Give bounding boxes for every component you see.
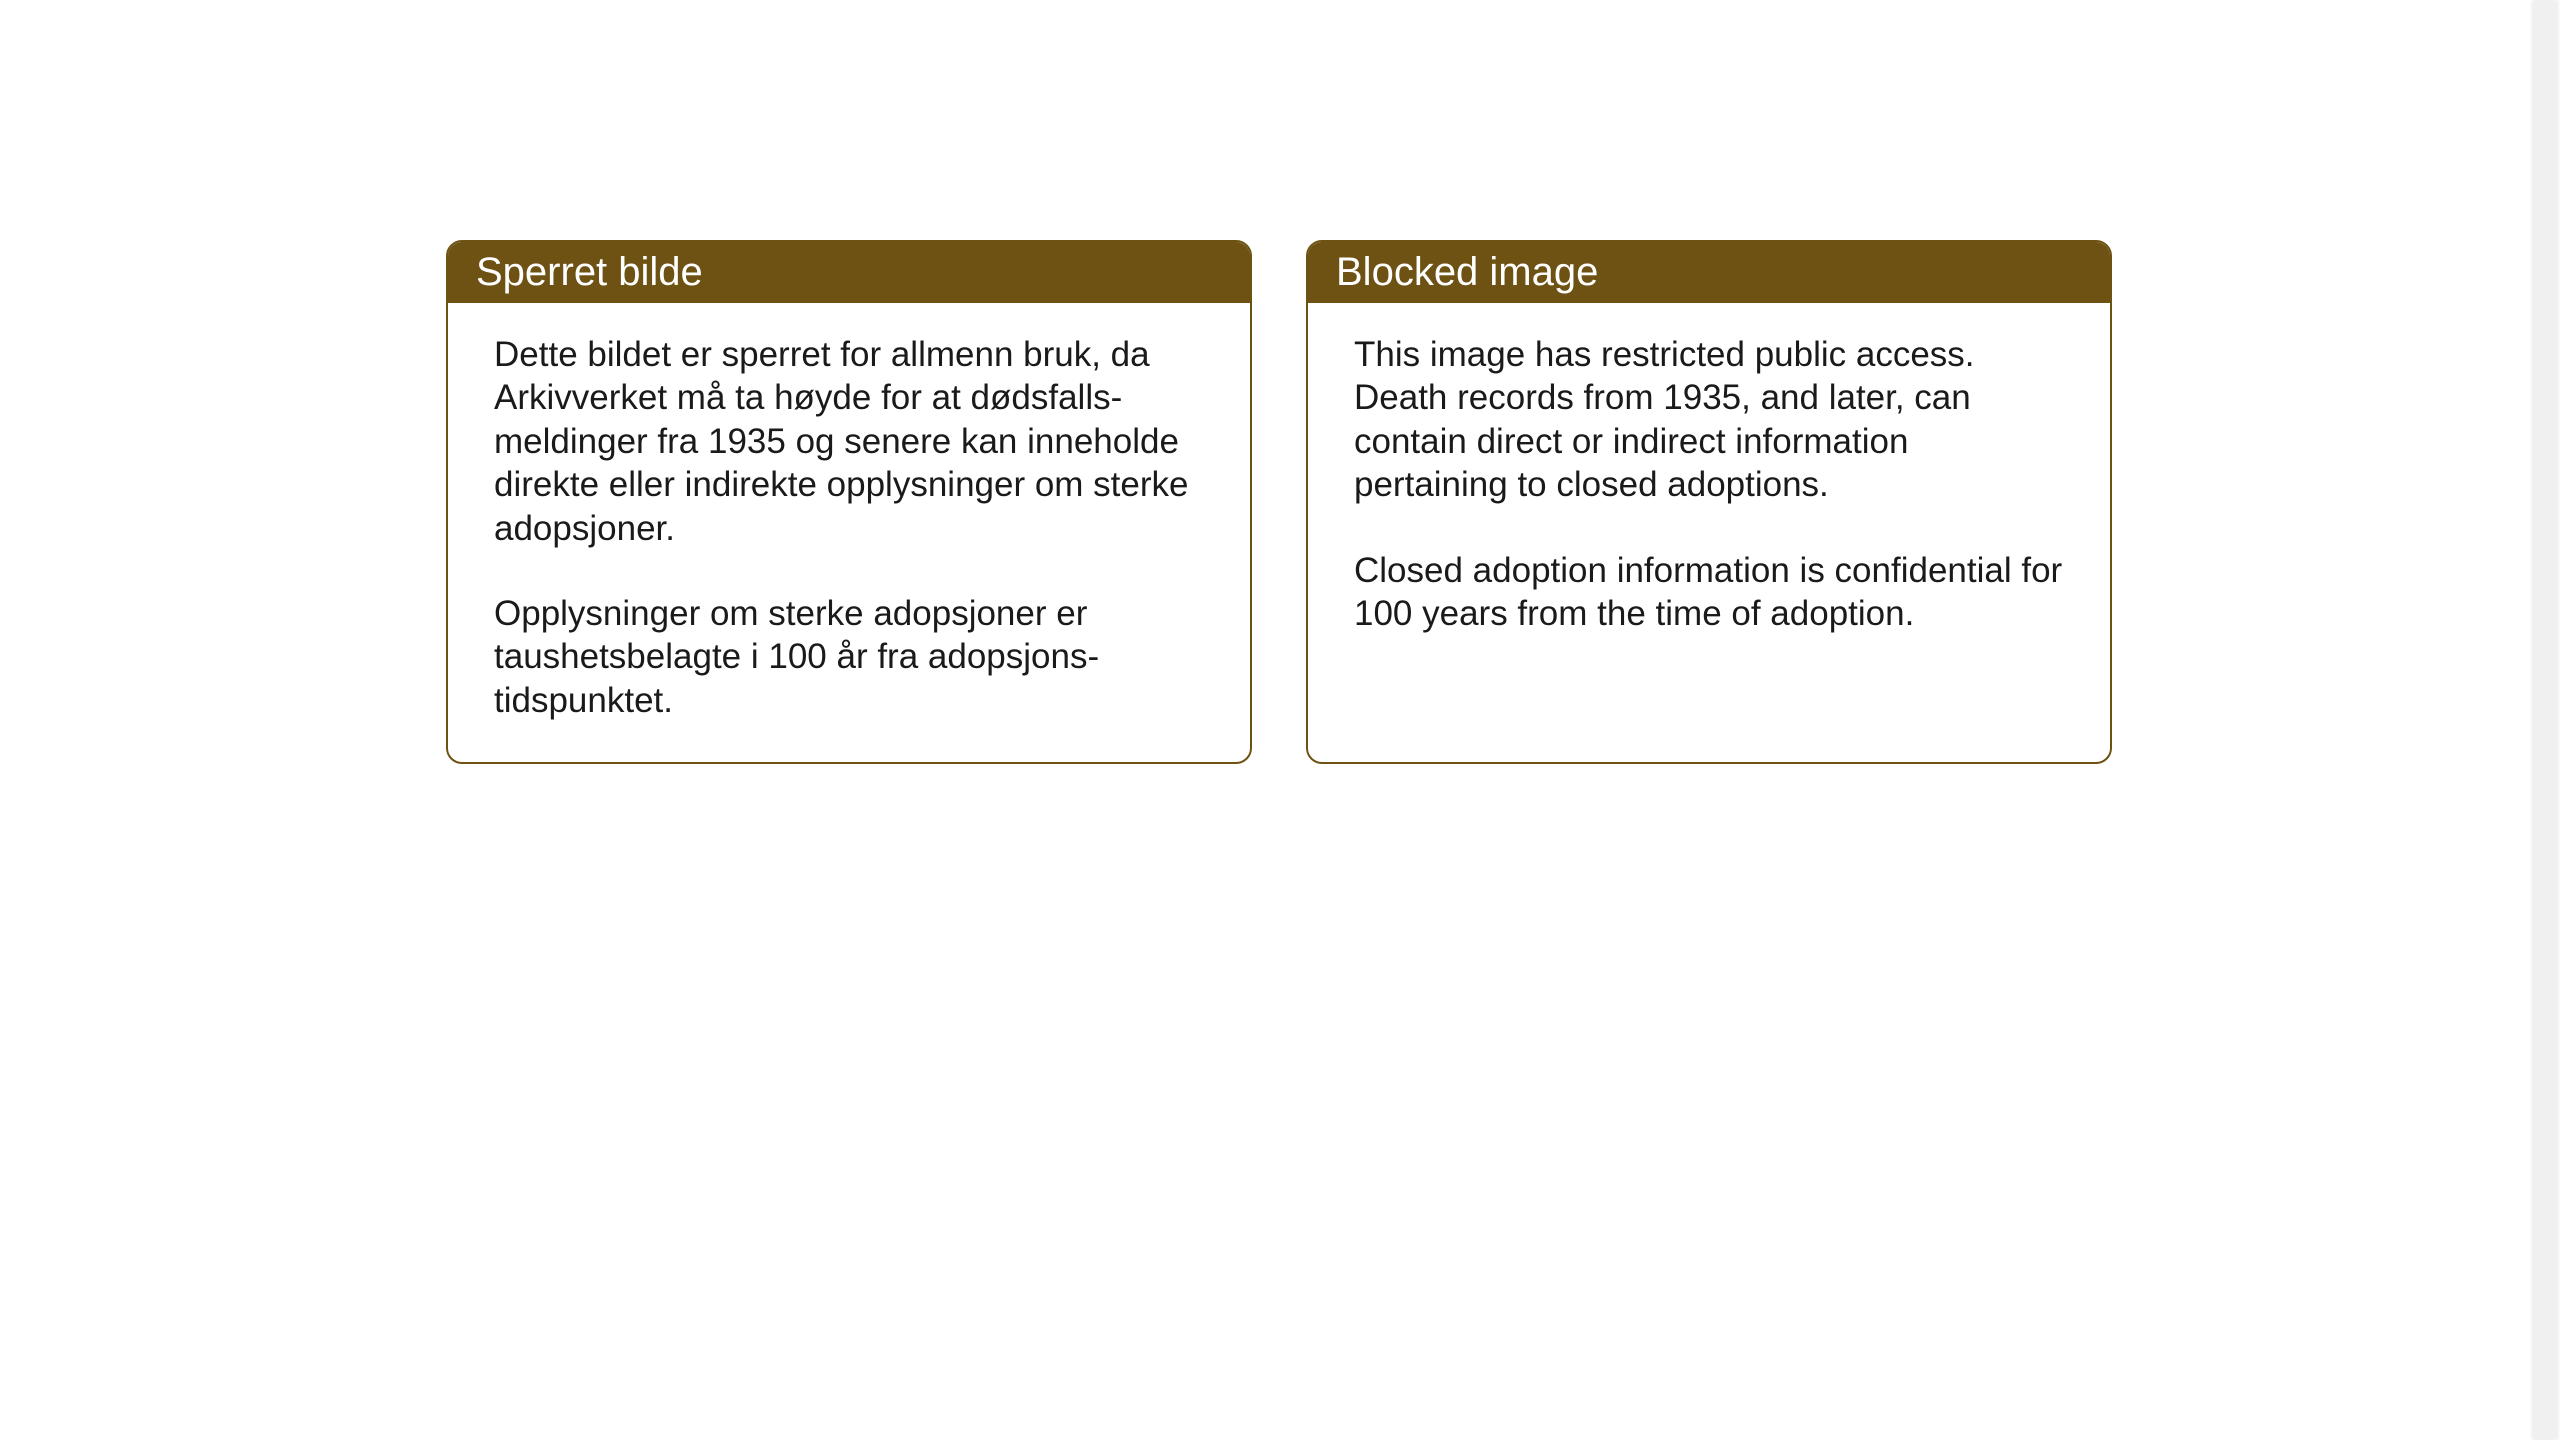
english-info-card: Blocked image This image has restricted …	[1306, 240, 2112, 764]
norwegian-info-card: Sperret bilde Dette bildet er sperret fo…	[446, 240, 1252, 764]
info-cards-container: Sperret bilde Dette bildet er sperret fo…	[446, 240, 2112, 764]
english-paragraph-2: Closed adoption information is confident…	[1354, 549, 2064, 636]
norwegian-paragraph-1: Dette bildet er sperret for allmenn bruk…	[494, 333, 1204, 550]
english-card-body: This image has restricted public access.…	[1308, 303, 2110, 733]
norwegian-card-title: Sperret bilde	[448, 242, 1250, 303]
english-card-title: Blocked image	[1308, 242, 2110, 303]
norwegian-card-body: Dette bildet er sperret for allmenn bruk…	[448, 303, 1250, 762]
vertical-scrollbar-track[interactable]	[2530, 0, 2560, 1440]
vertical-scrollbar-thumb[interactable]	[2532, 0, 2558, 1440]
norwegian-paragraph-2: Opplysninger om sterke adopsjoner er tau…	[494, 592, 1204, 722]
english-paragraph-1: This image has restricted public access.…	[1354, 333, 2064, 507]
